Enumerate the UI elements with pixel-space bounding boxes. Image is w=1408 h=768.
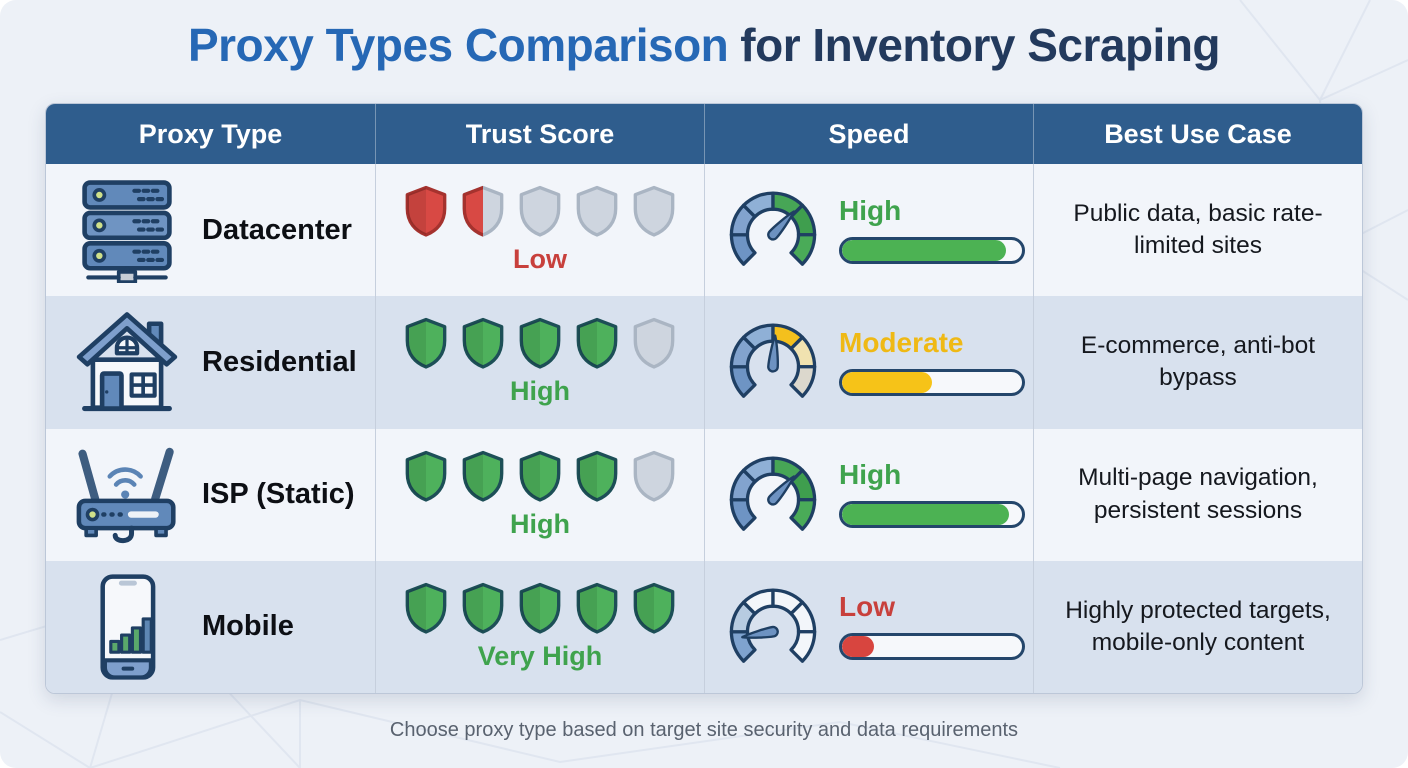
trust-label: High xyxy=(510,508,570,539)
trust-label: Very High xyxy=(477,640,603,671)
speed-bar-track xyxy=(839,236,1025,264)
speed-cell: Moderate xyxy=(704,296,1033,429)
column-header-proxy-type: Proxy Type xyxy=(138,118,283,149)
speed-bar-track xyxy=(839,368,1025,396)
speed-bar-track xyxy=(839,633,1025,661)
proxy-type-cell: ISP (Static) xyxy=(46,429,375,561)
speed-bar-fill xyxy=(842,239,1006,261)
router-icon xyxy=(68,439,186,551)
speed-label: Moderate xyxy=(839,326,964,358)
proxy-type-label: ISP (Static) xyxy=(202,478,355,511)
speed-label: High xyxy=(839,459,902,491)
speed-cell: Low xyxy=(704,560,1033,693)
use-case-cell: E-commerce, anti-bot bypass xyxy=(1033,296,1362,429)
trust-score-cell: Very High xyxy=(375,560,704,693)
trust-score-cell: High xyxy=(375,428,704,561)
speed-bar-fill xyxy=(842,371,932,393)
proxy-type-label: Residential xyxy=(202,345,357,378)
speed-gauge-icon xyxy=(729,588,817,663)
shield-rating xyxy=(403,317,677,370)
shield-rating xyxy=(403,582,677,634)
table-header-row: Proxy Type Trust Score Speed Best Use Ca… xyxy=(46,104,1362,164)
trust-score-cell: High xyxy=(375,296,704,429)
smartphone-icon xyxy=(68,571,186,683)
use-case-cell: Public data, basic rate-limited sites xyxy=(1033,164,1362,297)
use-case-text: Public data, basic rate-limited sites xyxy=(1073,199,1323,260)
proxy-type-label: Mobile xyxy=(202,610,294,643)
page-title-highlight: Proxy Types Comparison xyxy=(187,19,729,71)
page-title: Proxy Types Comparison for Inventory Scra… xyxy=(0,18,1408,72)
table-row-mobile: Mobile Very High Low Highly protected ta… xyxy=(46,560,1362,693)
column-header-trust-score: Trust Score xyxy=(375,104,704,164)
use-case-text: Highly protected targets, mobile-only co… xyxy=(1065,596,1331,656)
shield-rating xyxy=(403,450,677,502)
table-row-residential: Residential High Moderate E-commerce, an… xyxy=(46,296,1362,429)
trust-score-cell: Low xyxy=(375,164,704,297)
proxy-type-cell: Datacenter xyxy=(46,164,375,296)
page-title-rest: for Inventory Scraping xyxy=(740,19,1221,71)
footer-note: Choose proxy type based on target site s… xyxy=(389,719,1019,741)
speed-gauge-icon xyxy=(729,456,817,531)
speed-label: High xyxy=(839,194,902,226)
table-row-isp-static: ISP (Static) High High Multi-page naviga… xyxy=(46,428,1362,561)
speed-cell: High xyxy=(704,428,1033,561)
comparison-table: Proxy Type Trust Score Speed Best Use Ca… xyxy=(45,103,1363,694)
trust-label: Low xyxy=(513,244,567,275)
column-header-best-use-case: Best Use Case xyxy=(1033,104,1362,164)
table-row-datacenter: Datacenter Low High Public data, basic r… xyxy=(46,164,1362,297)
speed-bar-fill xyxy=(842,504,1010,526)
use-case-text: Multi-page navigation, persistent sessio… xyxy=(1078,464,1318,524)
speed-bar-fill xyxy=(842,636,875,658)
speed-cell: High xyxy=(704,164,1033,297)
server-rack-icon xyxy=(68,174,186,286)
speed-label: Low xyxy=(839,591,895,623)
trust-label: High xyxy=(510,376,570,407)
use-case-cell: Highly protected targets, mobile-only co… xyxy=(1033,560,1362,693)
proxy-type-cell: Residential xyxy=(46,296,375,428)
house-icon xyxy=(68,306,186,418)
speed-bar-track xyxy=(839,501,1025,529)
speed-gauge-icon xyxy=(729,191,817,266)
proxy-type-cell: Mobile xyxy=(46,561,375,693)
use-case-text: E-commerce, anti-bot bypass xyxy=(1080,332,1316,392)
shield-rating xyxy=(403,185,677,237)
column-header-speed: Speed xyxy=(704,104,1033,164)
proxy-type-label: Datacenter xyxy=(202,213,352,246)
speed-gauge-icon xyxy=(729,323,817,399)
use-case-cell: Multi-page navigation, persistent sessio… xyxy=(1033,428,1362,561)
